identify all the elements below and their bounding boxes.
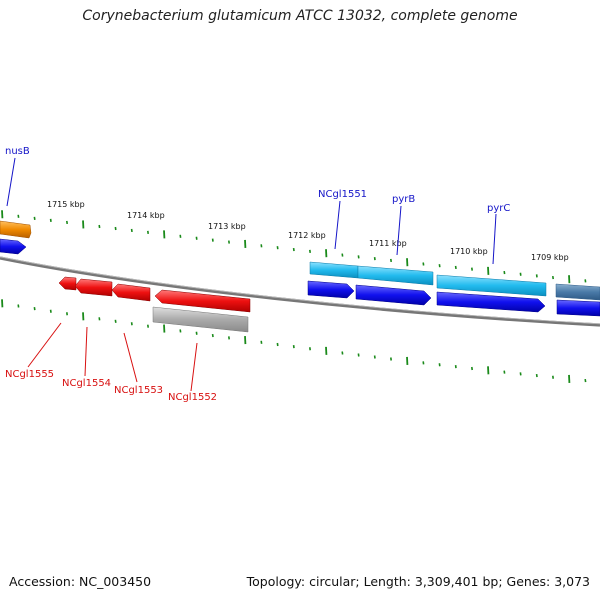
map-title: Corynebacterium glutamicum ATCC 13032, c… <box>82 8 518 24</box>
scale-label-1714: 1714 kbp <box>127 211 165 220</box>
label-NCgl1551: NCgl1551 <box>318 189 367 200</box>
label-nusB: nusB <box>5 146 30 157</box>
scale-label-1710: 1710 kbp <box>450 247 488 256</box>
leader-NCgl1555 <box>27 322 62 368</box>
scale-label-1711: 1711 kbp <box>369 239 407 248</box>
gene-cyan-edge[interactable] <box>555 283 600 301</box>
gene-blue-1[interactable] <box>307 280 355 299</box>
gene-NCgl1553[interactable] <box>111 283 151 302</box>
outer-tick-ring <box>1 210 587 284</box>
inner-tick-ring <box>1 299 587 383</box>
leader-NCgl1553 <box>123 332 138 383</box>
scale-label-1713: 1713 kbp <box>208 222 246 231</box>
label-NCgl1554: NCgl1554 <box>62 378 111 389</box>
label-pyrB: pyrB <box>392 194 415 205</box>
label-pyrC: pyrC <box>487 203 510 214</box>
gene-NCgl1555[interactable] <box>58 276 77 291</box>
genome-backbone <box>0 256 600 327</box>
label-NCgl1555: NCgl1555 <box>5 369 54 380</box>
reverse-gene-track <box>58 276 251 333</box>
forward-gene-track <box>0 220 600 317</box>
gene-blue-4[interactable] <box>556 299 600 317</box>
gene-pyrB[interactable] <box>357 265 434 286</box>
genome-summary-text: Topology: circular; Length: 3,309,401 bp… <box>246 574 590 589</box>
gene-blue-2[interactable] <box>355 284 432 306</box>
leader-NCgl1551 <box>334 200 341 250</box>
gene-pyrC[interactable] <box>436 274 547 297</box>
leader-nusB <box>6 157 16 207</box>
gene-NCgl1551[interactable] <box>309 261 359 279</box>
label-NCgl1552: NCgl1552 <box>168 392 217 403</box>
gene-NCgl1554[interactable] <box>74 278 113 297</box>
leader-NCgl1552 <box>190 342 198 392</box>
gene-orange-nusB[interactable] <box>0 220 32 239</box>
leader-pyrB <box>396 205 402 256</box>
scale-label-1715: 1715 kbp <box>47 200 85 209</box>
label-NCgl1553: NCgl1553 <box>114 385 163 396</box>
gene-blue-3[interactable] <box>436 291 546 313</box>
genome-backbone-highlight <box>0 256 600 325</box>
label-leaders <box>6 157 497 392</box>
scale-label-1712: 1712 kbp <box>288 231 326 240</box>
gene-gray-pseudo[interactable] <box>152 306 249 333</box>
gene-NCgl1552[interactable] <box>154 289 251 313</box>
accession-text: Accession: NC_003450 <box>9 574 152 589</box>
leader-NCgl1554 <box>84 326 88 377</box>
leader-pyrC <box>492 213 497 265</box>
gene-nusB-neighbor[interactable] <box>0 238 27 255</box>
scale-label-1709: 1709 kbp <box>531 253 569 262</box>
